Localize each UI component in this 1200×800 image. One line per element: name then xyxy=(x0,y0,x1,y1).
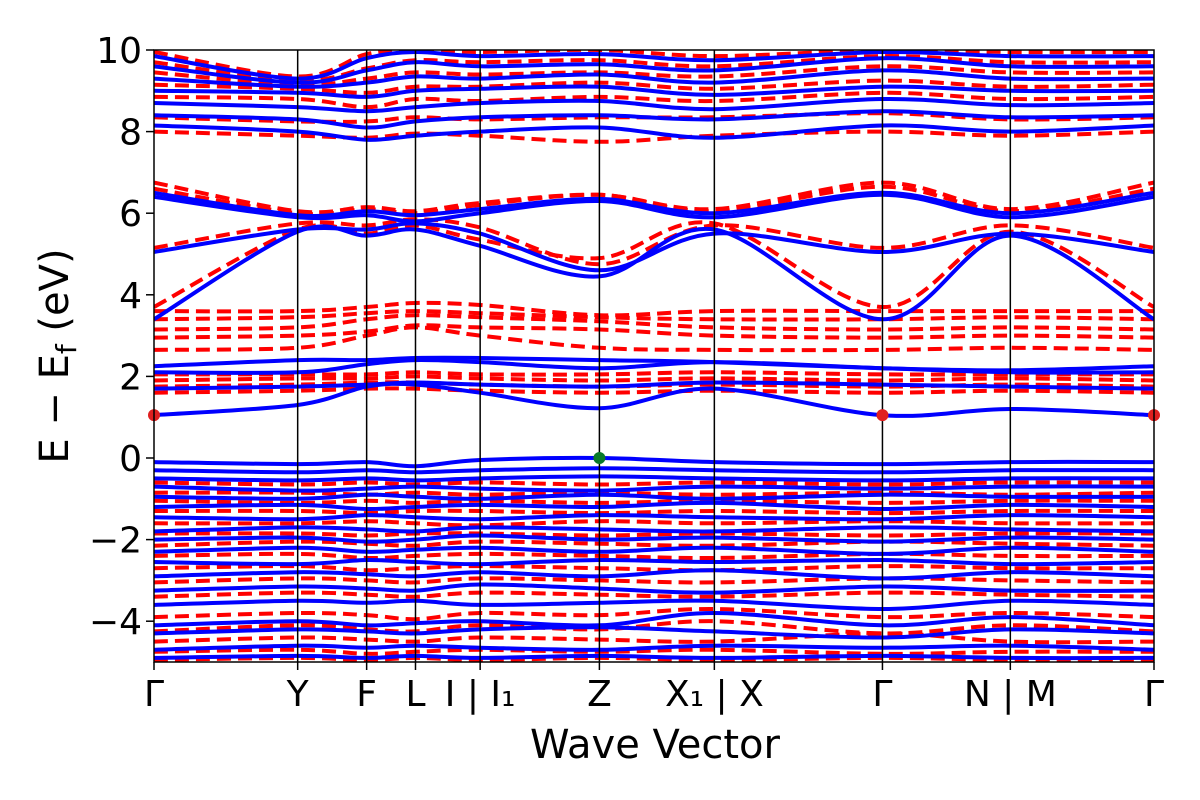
cbm-marker-1 xyxy=(876,409,889,422)
dashed-band-13 xyxy=(154,498,1154,505)
x-tick-label: Γ xyxy=(1144,674,1164,715)
dashed-band-3 xyxy=(154,619,1154,636)
band-edge-markers xyxy=(148,409,1160,464)
x-tick-label: Z xyxy=(587,674,612,715)
solid-band-31 xyxy=(154,56,1154,85)
x-tick-label: L xyxy=(405,674,425,715)
y-tick-label: 4 xyxy=(119,276,142,317)
y-axis-label-unit: (eV) xyxy=(32,248,78,344)
solid-band-22 xyxy=(154,224,1154,322)
dashed-band-31 xyxy=(154,90,1154,110)
dashed-band-15 xyxy=(154,480,1154,487)
solid-band-1 xyxy=(154,643,1154,652)
solid-band-9 xyxy=(154,533,1154,544)
dashed-bands-group xyxy=(154,50,1154,662)
plot-frame xyxy=(153,49,1155,663)
dashed-band-18 xyxy=(154,374,1154,383)
high-symmetry-lines xyxy=(296,50,1012,662)
solid-band-26 xyxy=(154,123,1154,142)
solid-band-5 xyxy=(154,582,1154,595)
solid-bands-group xyxy=(154,50,1154,661)
dashed-band-16 xyxy=(154,386,1154,395)
solid-band-0 xyxy=(154,653,1154,661)
y-tick-label: 6 xyxy=(119,194,142,235)
solid-band-10 xyxy=(154,525,1154,534)
solid-band-32 xyxy=(154,50,1154,81)
x-tick-label: I | I₁ xyxy=(445,674,516,715)
dashed-band-20 xyxy=(154,325,1154,353)
x-tick-label: Γ xyxy=(144,674,164,715)
solid-band-28 xyxy=(154,96,1154,114)
y-tick-label: 2 xyxy=(119,357,142,398)
solid-band-16 xyxy=(154,466,1154,475)
dashed-band-21 xyxy=(154,323,1154,340)
solid-band-15 xyxy=(154,474,1154,483)
dashed-band-19 xyxy=(154,370,1154,377)
vbm-marker-3 xyxy=(593,452,606,464)
solid-band-13 xyxy=(154,492,1154,501)
dashed-band-8 xyxy=(154,551,1154,561)
dashed-band-32 xyxy=(154,78,1154,95)
dashed-band-0 xyxy=(154,655,1154,662)
dashed-band-4 xyxy=(154,606,1154,622)
y-tick-label: −2 xyxy=(89,521,142,562)
dashed-band-22 xyxy=(154,313,1154,332)
solid-band-18 xyxy=(154,381,1154,418)
x-tick-label: Γ xyxy=(872,674,892,715)
solid-band-17 xyxy=(154,455,1154,469)
dashed-band-7 xyxy=(154,564,1154,573)
dashed-band-9 xyxy=(154,539,1154,548)
y-tick-label: −4 xyxy=(89,602,142,643)
solid-band-19 xyxy=(154,380,1154,391)
x-axis-label: Wave Vector xyxy=(530,722,781,768)
x-tick-label: F xyxy=(356,674,377,715)
solid-band-4 xyxy=(154,598,1154,612)
dashed-band-35 xyxy=(154,50,1154,79)
dashed-band-24 xyxy=(154,300,1154,318)
x-tick-label: X₁ | X xyxy=(665,674,764,715)
x-tick-label: N | M xyxy=(964,674,1057,715)
dashed-band-14 xyxy=(154,490,1154,497)
solid-band-8 xyxy=(154,545,1154,556)
dashed-band-33 xyxy=(154,64,1154,87)
y-axis-label-main: E − E xyxy=(32,354,78,464)
y-tick-label: 0 xyxy=(119,439,142,480)
solid-band-30 xyxy=(154,68,1154,89)
dashed-band-12 xyxy=(154,508,1154,516)
y-axis-label: E − Ef (eV) xyxy=(32,248,83,463)
y-tick-label: 10 xyxy=(96,31,142,72)
dashed-band-1 xyxy=(154,647,1154,656)
y-tick-label: 8 xyxy=(119,113,142,154)
dashed-band-10 xyxy=(154,531,1154,538)
y-axis-label-subscript: f xyxy=(50,343,83,354)
solid-band-14 xyxy=(154,484,1154,493)
dashed-band-23 xyxy=(154,309,1154,322)
solid-band-7 xyxy=(154,557,1154,567)
solid-band-12 xyxy=(154,500,1154,512)
dashed-band-11 xyxy=(154,519,1154,528)
solid-band-11 xyxy=(154,513,1154,522)
x-tick-label: Y xyxy=(286,674,310,715)
dashed-band-2 xyxy=(154,631,1154,645)
solid-band-29 xyxy=(154,84,1154,99)
solid-band-21 xyxy=(154,355,1154,373)
solid-band-6 xyxy=(154,568,1154,581)
y-axis-ticks: −4 −2 0 2 4 6 8 10 xyxy=(89,31,154,643)
dashed-band-6 xyxy=(154,576,1154,585)
solid-band-27 xyxy=(154,109,1154,130)
dashed-band-17 xyxy=(154,380,1154,389)
dashed-band-5 xyxy=(154,590,1154,599)
